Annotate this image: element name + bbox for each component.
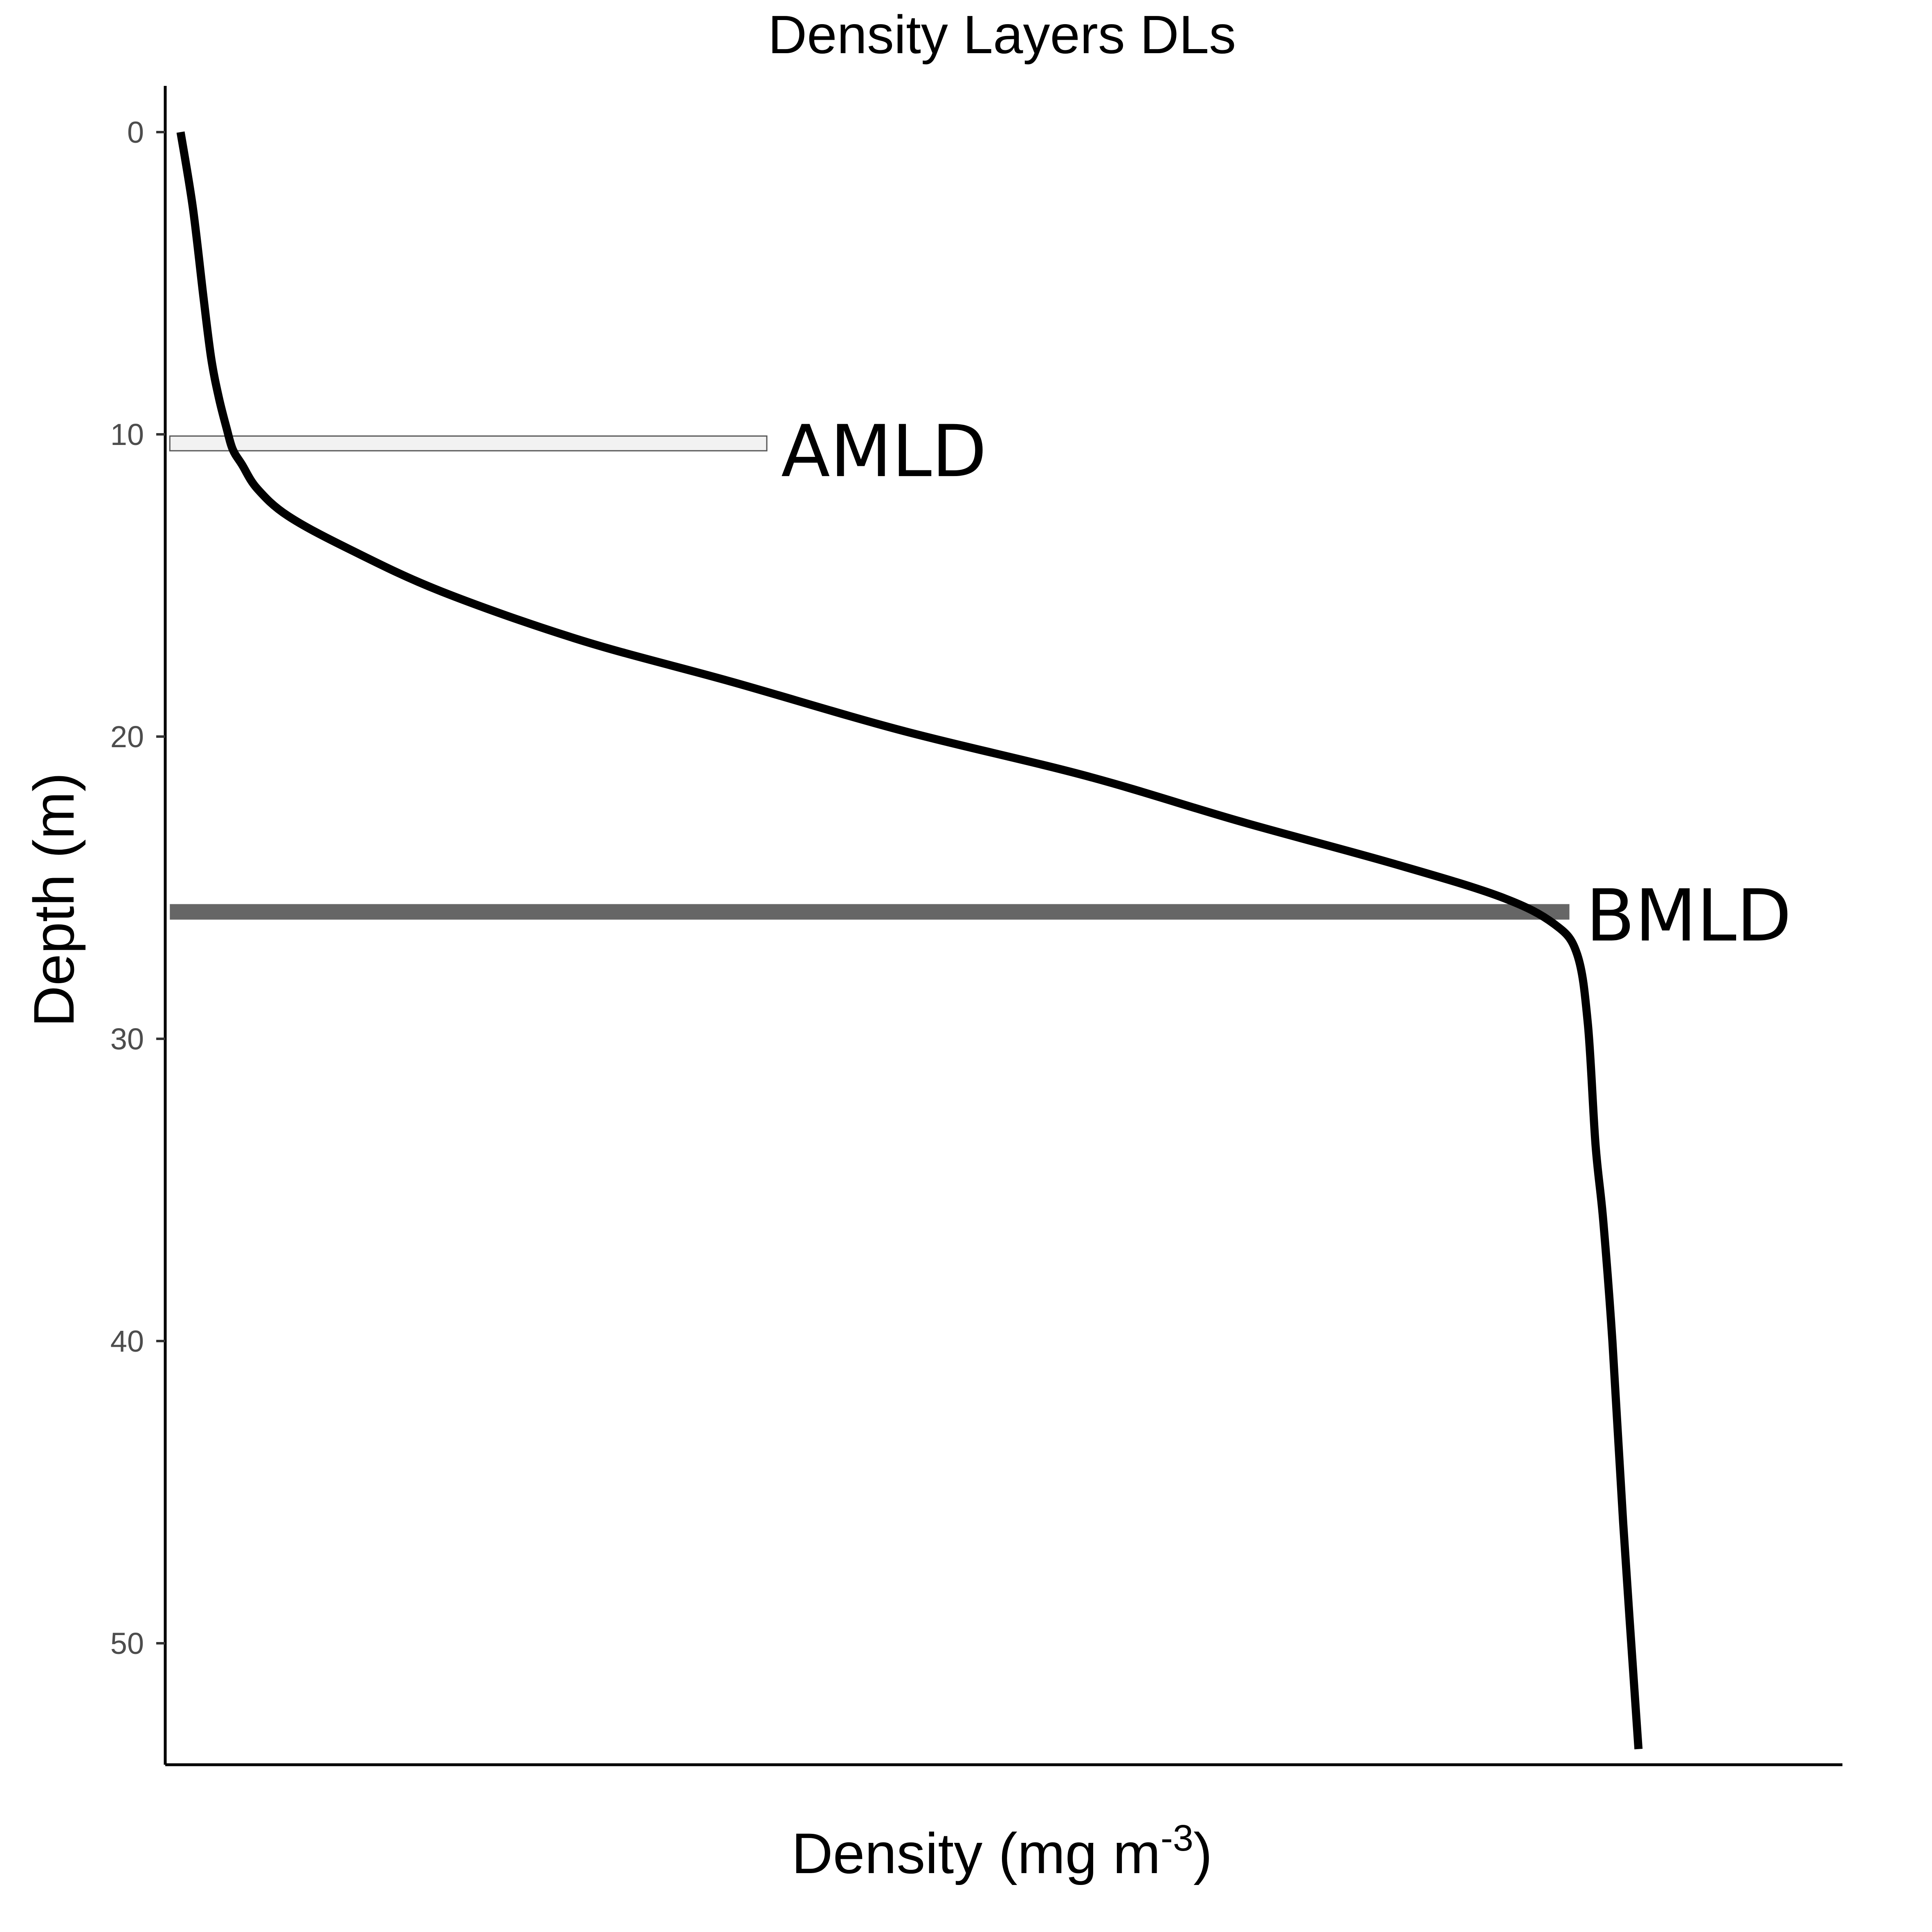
x-axis-title: Density (mg m-3) xyxy=(792,1818,1213,1885)
x-axis-title-end: ) xyxy=(1193,1821,1213,1885)
y-tick-label: 30 xyxy=(110,1022,144,1056)
y-tick-label: 40 xyxy=(110,1324,144,1358)
y-axis-title: Depth (m) xyxy=(22,773,86,1027)
amld-band xyxy=(169,435,768,452)
y-tick-label: 0 xyxy=(127,115,144,149)
y-tick-label: 50 xyxy=(110,1626,144,1660)
density-profile-line xyxy=(176,131,1643,1750)
x-axis-title-main: Density (mg m xyxy=(792,1821,1161,1885)
x-axis-title-superscript: -3 xyxy=(1161,1818,1193,1859)
chart-title: Density Layers DLs xyxy=(768,4,1236,65)
bmld-label: BMLD xyxy=(1586,875,1791,958)
y-tick-label: 20 xyxy=(110,720,144,754)
amld-label: AMLD xyxy=(781,410,987,493)
y-axis-ticks: 0 10 20 30 40 50 xyxy=(110,115,165,1660)
y-tick-label: 10 xyxy=(110,418,144,452)
